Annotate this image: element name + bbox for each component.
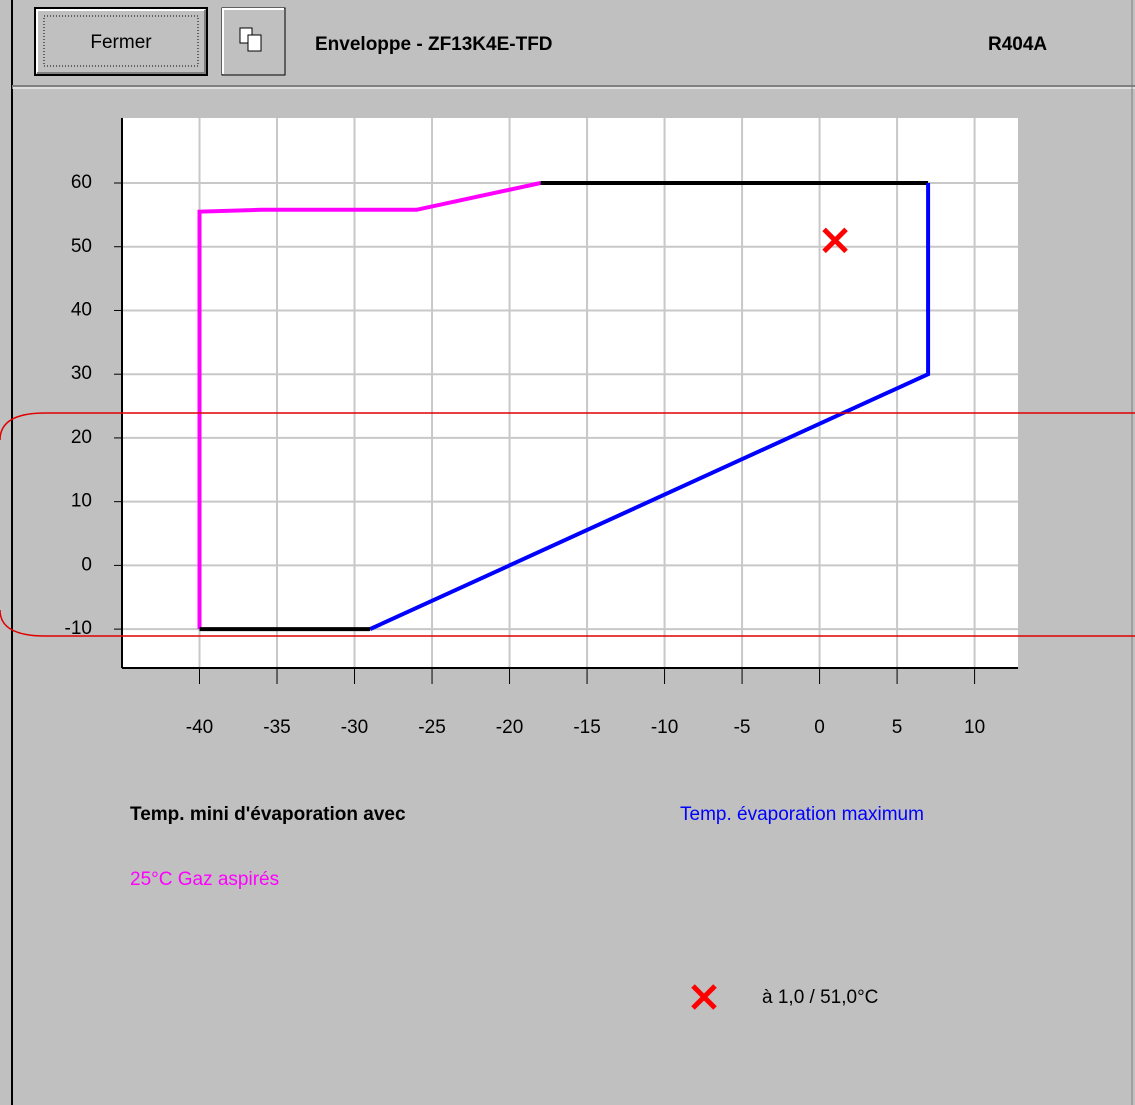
annotation-line (0, 609, 1135, 637)
x-tick-label: -25 (418, 717, 445, 738)
x-tick-label: 10 (964, 717, 985, 738)
button-bevel (222, 8, 284, 74)
y-tick-label: 20 (71, 427, 92, 448)
x-tick-label: -15 (573, 717, 600, 738)
x-tick-label: -30 (341, 717, 368, 738)
copy-button[interactable] (221, 7, 286, 76)
button-bevel (37, 10, 206, 74)
y-tick-label: 50 (71, 236, 92, 257)
annotation (0, 412, 1135, 637)
y-tick-label: 40 (71, 299, 92, 320)
x-icon (691, 984, 717, 1010)
button-frame (34, 7, 208, 76)
y-tick-label: 30 (71, 363, 92, 384)
window-title: Enveloppe - ZF13K4E-TFD (315, 34, 553, 55)
y-tick-label: 0 (81, 554, 92, 575)
x-tick-label: -35 (263, 717, 290, 738)
copy-icon (247, 34, 262, 52)
legend-marker-icon (691, 984, 717, 1010)
x-tick-label: 5 (892, 717, 903, 738)
x-stroke (822, 227, 848, 254)
series-line (369, 183, 931, 631)
point-marker (822, 227, 848, 254)
close-button[interactable]: Fermer (34, 7, 208, 76)
y-tick-label: 60 (71, 172, 92, 193)
series-line (197, 181, 541, 630)
x-tick-label: -40 (186, 717, 213, 738)
x-tick-label: -20 (496, 717, 523, 738)
annotation-line (0, 412, 1135, 441)
button-label: Fermer (90, 32, 152, 53)
y-tick-label: 10 (71, 491, 92, 512)
x-tick-label: 0 (814, 717, 825, 738)
x-tick-label: -10 (651, 717, 678, 738)
button-bevel (36, 9, 205, 73)
legend-entry: Temp. évaporation maximum (680, 804, 924, 825)
x-tick-label: -5 (734, 717, 751, 738)
refrigerant: R404A (988, 34, 1047, 55)
marker-label: à 1,0 / 51,0°C (762, 987, 878, 1008)
y-tick-label: -10 (65, 618, 92, 639)
legend-entry: 25°C Gaz aspirés (130, 869, 279, 890)
chart: -40 -35 -30 -25 -20 -15 -10 -5 0 5 10 -10 0 10 20 30 40 5… (65, 118, 1018, 738)
legend-heading: Temp. mini d'évaporation avec (130, 804, 406, 825)
